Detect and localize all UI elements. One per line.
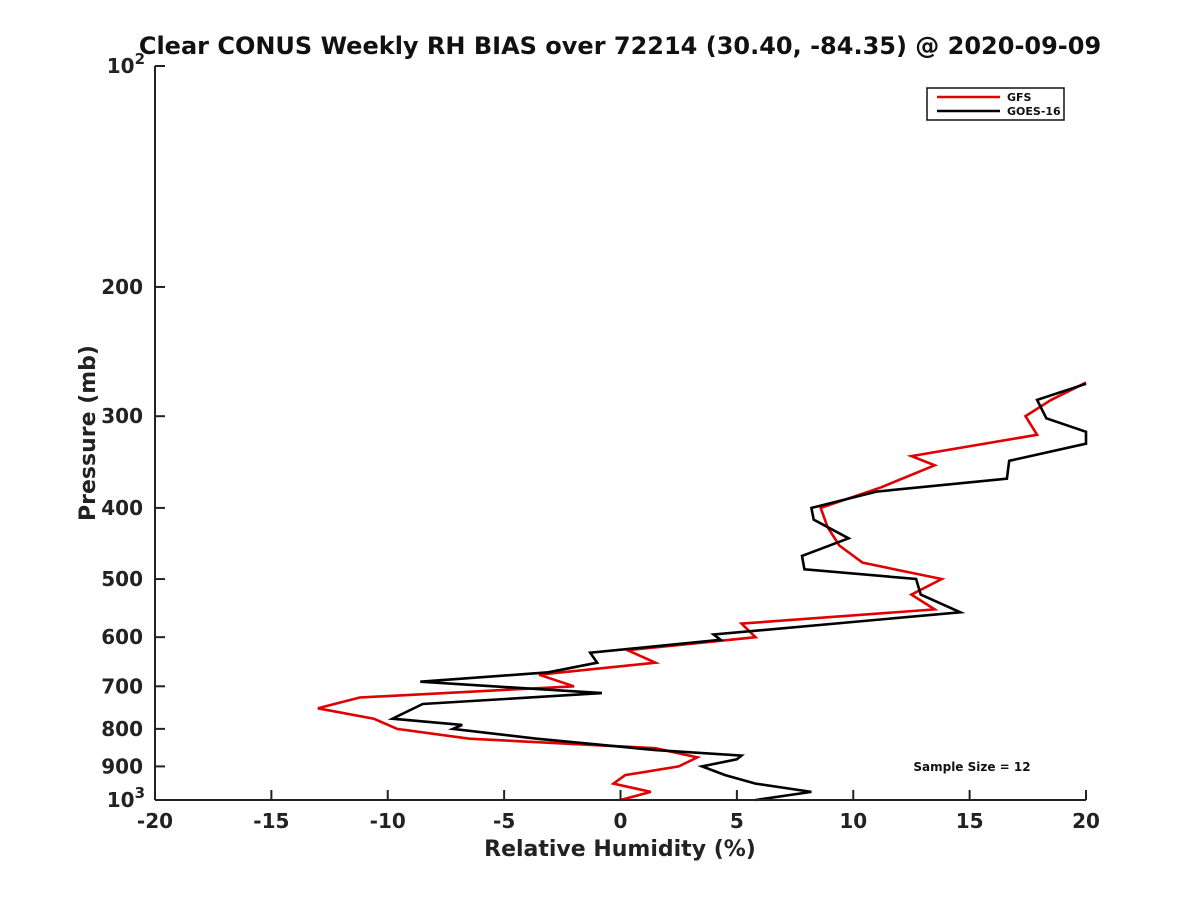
y-tick-label: 900 [101,754,143,778]
x-tick-label: -20 [137,809,173,833]
sample-size-annotation: Sample Size = 12 [913,760,1030,774]
legend-label: GFS [1007,91,1032,104]
y-tick-label: 700 [101,674,143,698]
series-line-gfs [317,381,1087,802]
x-tick-label: -5 [493,809,515,833]
y-tick-label: 103 [107,784,145,812]
x-tick-label: -10 [370,809,406,833]
y-tick-label: 400 [101,496,143,520]
legend-label: GOES-16 [1007,105,1061,118]
y-tick-label: 500 [101,567,143,591]
y-axis-label: Pressure (mb) [76,345,101,521]
y-tick-label: 200 [101,275,143,299]
y-tick-label: 600 [101,625,143,649]
x-tick-label: 20 [1072,809,1100,833]
x-tick-label: 15 [956,809,984,833]
x-tick-label: 5 [730,809,744,833]
x-tick-label: 10 [839,809,867,833]
x-tick-label: -15 [253,809,289,833]
y-tick-label: 300 [101,404,143,428]
x-tick-label: 0 [614,809,628,833]
chart-title: Clear CONUS Weekly RH BIAS over 72214 (3… [139,32,1101,60]
y-tick-label: 800 [101,717,143,741]
series-line-goes-16 [387,382,1088,802]
axes-layer: -20 -15 -10 -5 0 5 10 15 20 102 200 300 400 500 600 700… [101,50,1100,833]
x-axis-label: Relative Humidity (%) [484,837,756,862]
legend-box [926,87,1065,121]
y-tick-label: 102 [107,50,145,78]
series-layer [317,381,1088,802]
